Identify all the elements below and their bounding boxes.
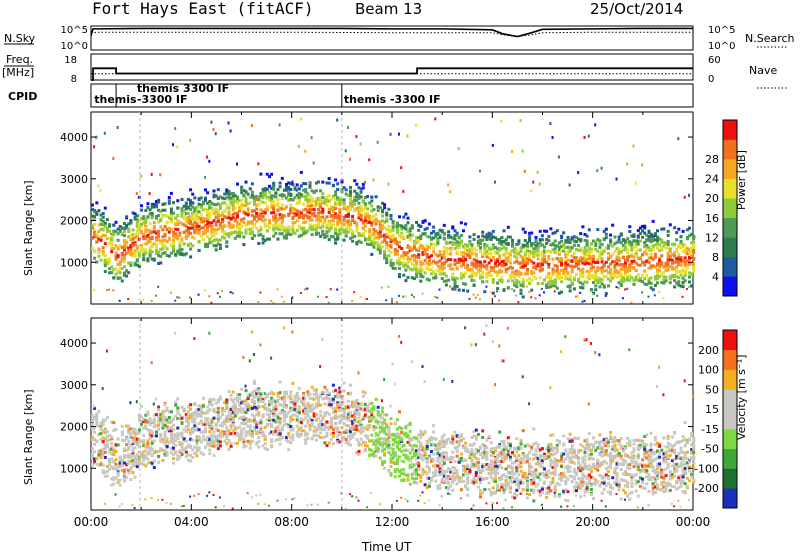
freq-left-tick-low: 8: [71, 74, 77, 85]
power-colorbar-swatch-4: [723, 198, 737, 219]
noise-left-tick-high: 10^5: [61, 25, 88, 36]
x-tick-label-0: 00:00: [74, 515, 109, 529]
power-colorbar-frame: [722, 119, 738, 297]
cpid-segment-0: themis: [94, 93, 137, 106]
nave-right-tick-high: 60: [708, 55, 721, 66]
noise-series-0: [90, 27, 693, 38]
power-colorbar-swatch-0: [723, 276, 737, 297]
power-colorbar-tick-8: 8: [712, 251, 719, 264]
velocity-colorbar-swatch-8: [723, 330, 737, 351]
power-colorbar-swatch-1: [723, 256, 737, 277]
velocity-colorbar-tick-7: -200: [694, 482, 719, 495]
velocity-colorbar-swatch-5: [723, 389, 737, 410]
velocity-scatter-cells: [91, 324, 696, 510]
noise-right-tick-low: 10^0: [708, 41, 735, 52]
power-colorbar-swatch-2: [723, 237, 737, 258]
velocity-colorbar-swatch-2: [723, 448, 737, 469]
x-tick-label-1: 04:00: [174, 515, 209, 529]
velocity-colorbar-swatch-6: [723, 369, 737, 390]
velocity-colorbar-frame: [722, 329, 738, 509]
power-colorbar-tick-28: 28: [705, 153, 719, 166]
frequency-panel-frame: [90, 53, 694, 81]
power-ytick-label-3000: 3000: [60, 173, 88, 186]
velocity-colorbar-tick-4: -15: [701, 423, 719, 436]
power-colorbar-tick-16: 16: [705, 212, 719, 225]
x-tick-label-3: 12:00: [375, 515, 410, 529]
velocity-colorbar-tick-3: 15: [705, 403, 719, 416]
velocity-colorbar-tick-6: -100: [694, 462, 719, 475]
velocity-ytick-label-4000: 4000: [60, 337, 88, 350]
cpid-segment-1: themis 3300 IF: [137, 82, 229, 95]
nave-right-tick-low: 0: [708, 74, 714, 85]
power-colorbar-swatch-5: [723, 178, 737, 199]
velocity-colorbar-tick-1: 100: [698, 364, 719, 377]
noise-left-label: N.Sky: [4, 32, 36, 45]
velocity-colorbar-tick-5: -50: [701, 443, 719, 456]
velocity-colorbar-tick-0: 200: [698, 344, 719, 357]
velocity-ytick-label-2000: 2000: [60, 421, 88, 434]
frequency-series-0: [91, 67, 693, 81]
cpid-panel-frame: [90, 83, 694, 108]
power-colorbar-tick-12: 12: [705, 231, 719, 244]
power-ytick-label-1000: 1000: [60, 256, 88, 269]
power-ytick-label-2000: 2000: [60, 215, 88, 228]
freq-left-label: Freq.: [6, 53, 34, 66]
power-colorbar-tick-24: 24: [705, 173, 719, 186]
date-title: 25/Oct/2014: [590, 0, 684, 18]
cpid-label: CPID: [8, 90, 38, 103]
velocity-colorbar-swatch-3: [723, 428, 737, 449]
noise-right-label: N.Search: [745, 32, 795, 45]
title-bar: Fort Hays East (fitACF) Beam 13 25/Oct/2…: [0, 0, 800, 24]
power-colorbar-swatch-8: [723, 120, 737, 140]
x-tick-label-4: 16:00: [475, 515, 510, 529]
velocity-colorbar-tick-2: 50: [705, 383, 719, 396]
x-axis-label: Time UT: [362, 540, 412, 554]
velocity-ytick-label-1000: 1000: [60, 462, 88, 475]
velocity-colorbar-swatch-0: [723, 488, 737, 509]
freq-left-tick-high: 18: [64, 55, 77, 66]
x-tick-label-5: 20:00: [575, 515, 610, 529]
power-colorbar-swatch-7: [723, 139, 737, 160]
x-tick-label-6: 00:00: [676, 515, 711, 529]
power-ytick-label-4000: 4000: [60, 131, 88, 144]
velocity-colorbar-swatch-1: [723, 468, 737, 489]
cpid-segment-3: themis -3300 IF: [344, 93, 441, 106]
power-colorbar-swatch-6: [723, 159, 737, 179]
cpid-segment-2: -3300 IF: [137, 93, 188, 106]
power-colorbar-tick-4: 4: [712, 270, 719, 283]
velocity-colorbar-swatch-7: [723, 349, 737, 370]
power-colorbar-tick-20: 20: [705, 192, 719, 205]
station-title: Fort Hays East (fitACF): [92, 0, 314, 18]
velocity-ytick-label-3000: 3000: [60, 379, 88, 392]
noise-right-tick-high: 10^5: [708, 25, 735, 36]
nave-right-label: Nave: [749, 64, 778, 77]
noise-left-tick-low: 10^0: [61, 41, 88, 52]
beam-title: Beam 13: [355, 0, 423, 18]
power-colorbar-swatch-3: [723, 217, 737, 238]
x-tick-label-2: 08:00: [274, 515, 309, 529]
velocity-colorbar-swatch-4: [723, 409, 737, 430]
freq-left-unit: [MHz]: [2, 66, 35, 79]
power-scatter-cells: [91, 117, 696, 304]
noise-panel-frame: [90, 25, 694, 51]
noise-series-1: [90, 31, 693, 38]
